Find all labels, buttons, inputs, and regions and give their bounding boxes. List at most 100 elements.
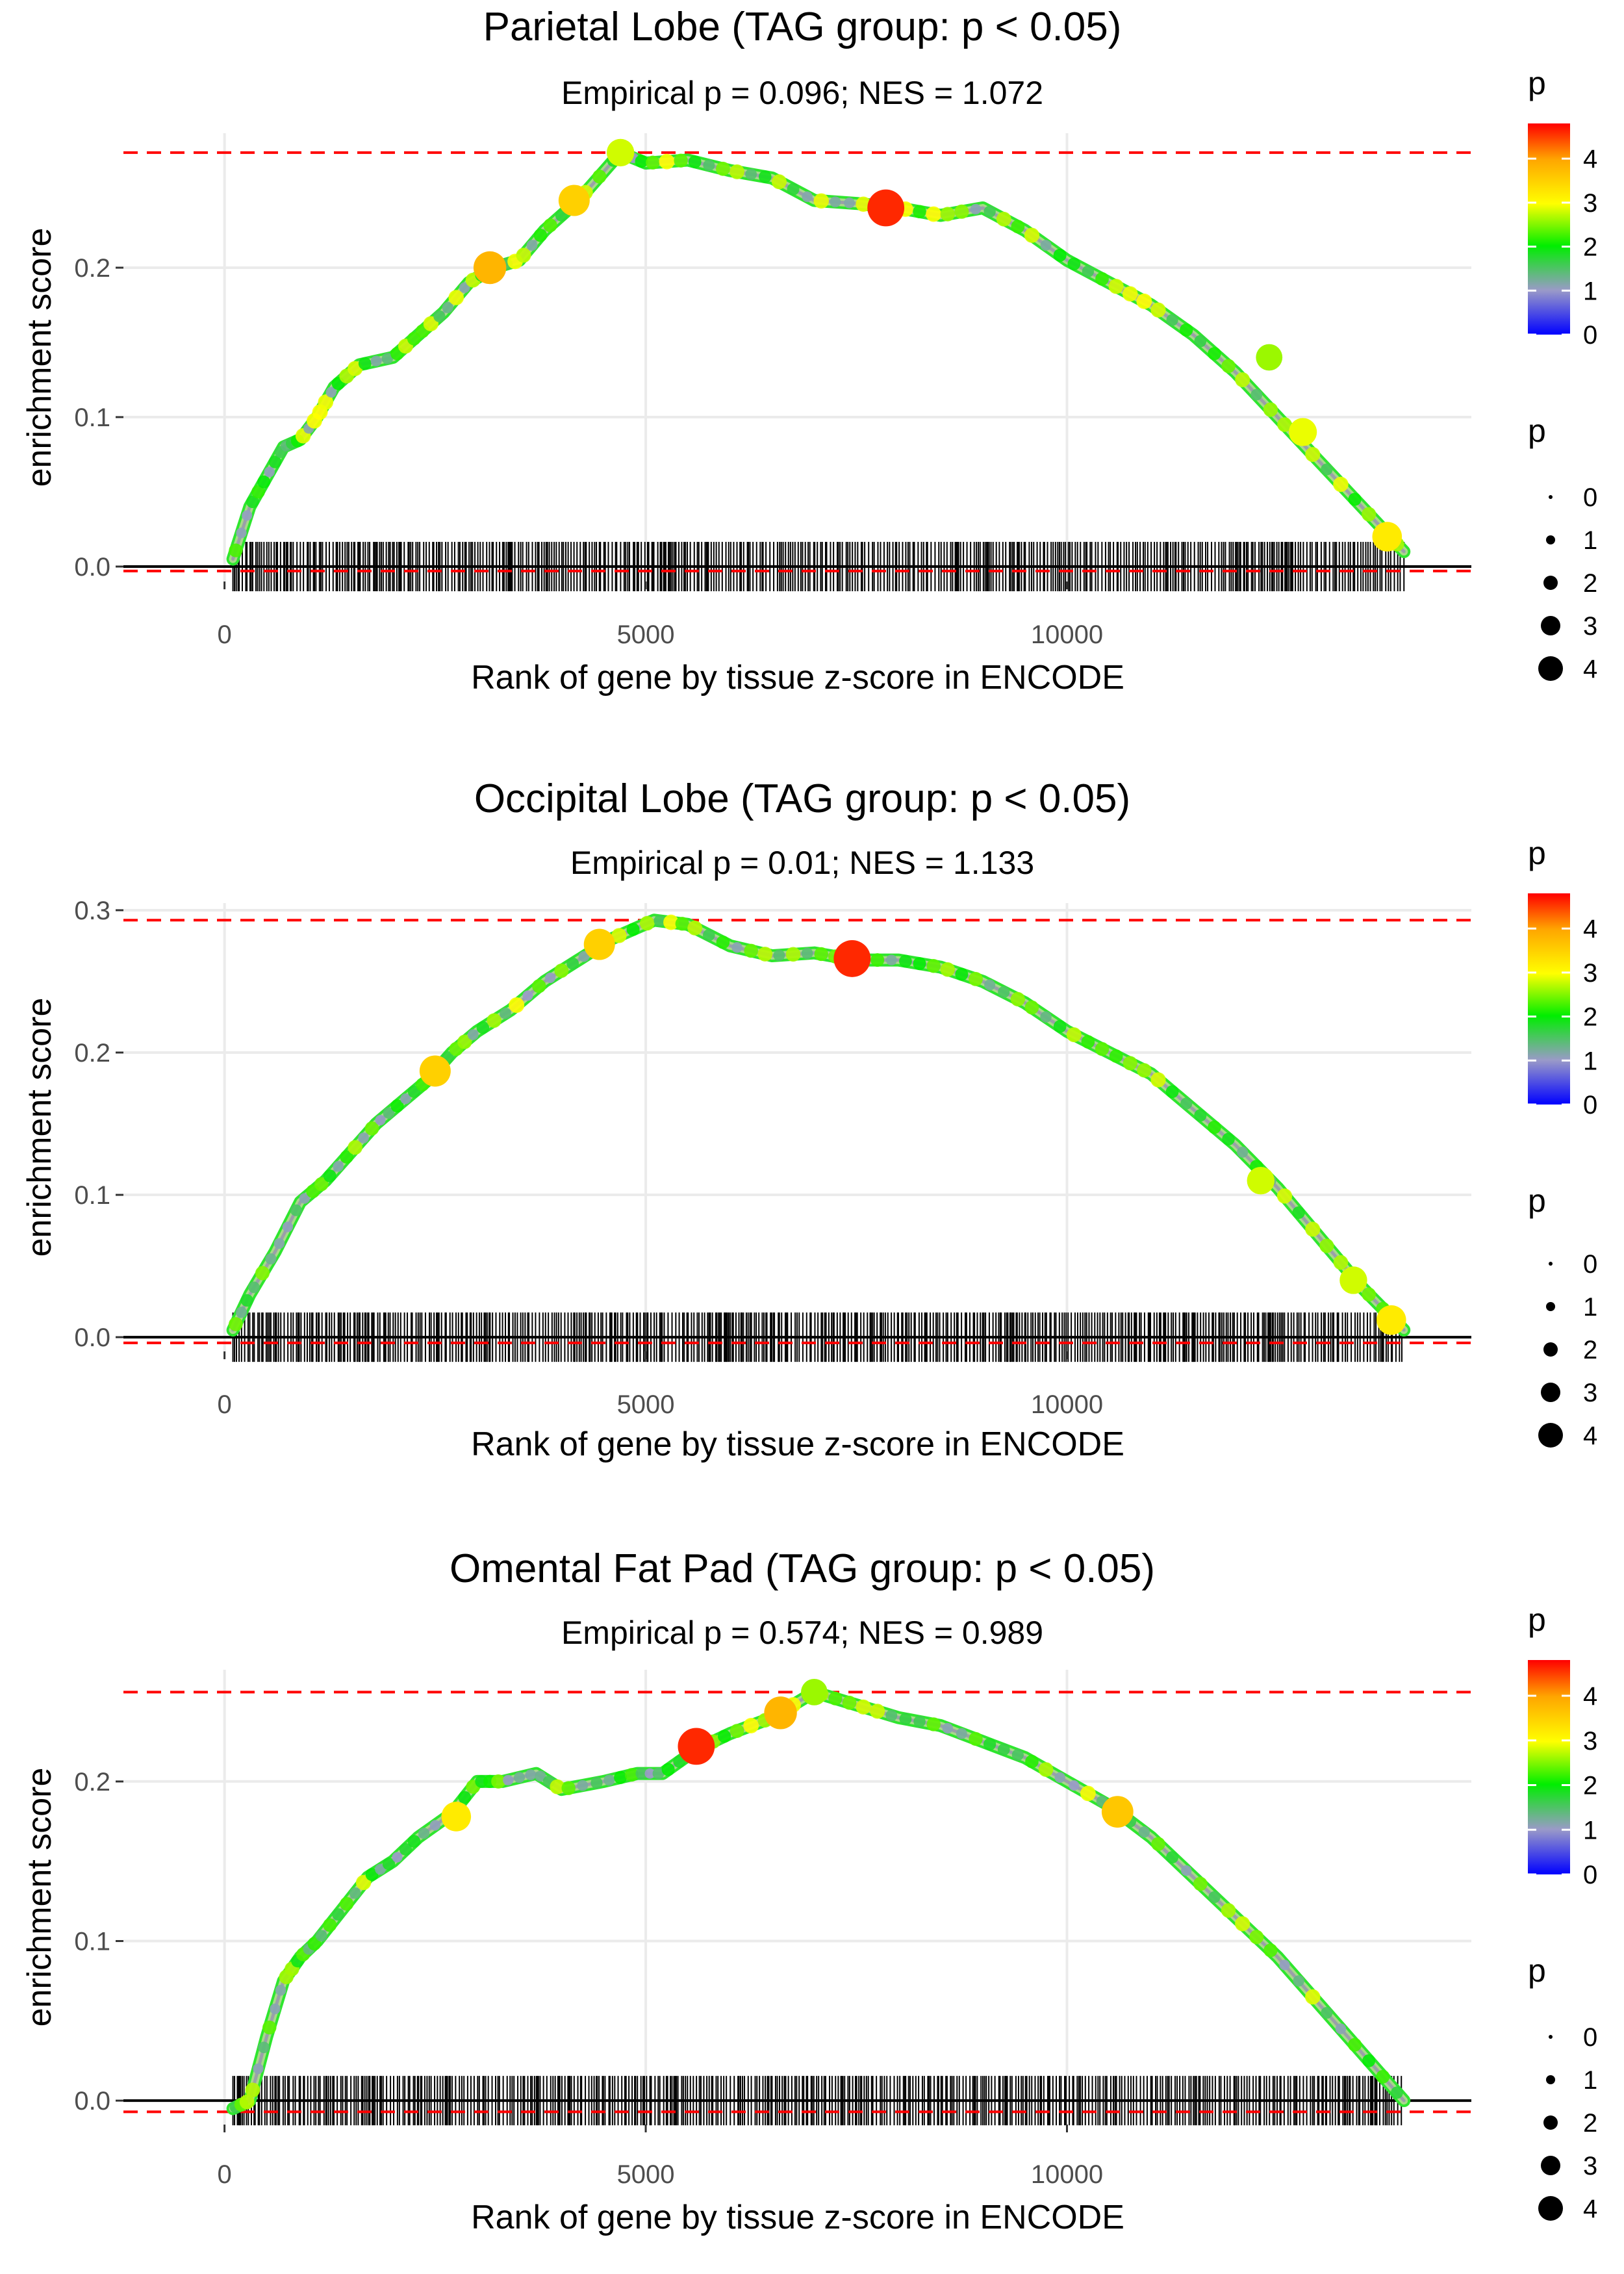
gene-point [856,1699,871,1715]
p-color-legend: p 4 3 2 1 0 [1528,1602,1597,1889]
highlight-point [833,940,871,977]
gene-point [1108,279,1124,294]
es-curve-mid [229,1688,1408,2113]
es-curve-halo [226,1685,1411,2115]
gene-point [458,1791,472,1804]
gene-point [1208,1120,1221,1134]
gene-point [703,159,715,172]
gene-point [1180,323,1193,337]
gene-point [1151,1837,1165,1851]
gene-point [248,1281,260,1294]
y-axis-label: enrichment score [21,228,58,487]
gene-point [787,183,800,196]
gene-point [626,923,640,936]
size-legend-dot [1549,1262,1553,1266]
gene-point [1208,347,1221,361]
gene-point [242,510,253,521]
color-legend-label: 2 [1583,233,1597,262]
gene-point [639,915,655,931]
y-tick-label: 0.3 [74,897,110,925]
gene-point [235,1307,247,1318]
gene-point [578,951,590,962]
y-tick-label: 0.2 [74,1039,110,1067]
x-axis-label: Rank of gene by tissue z-score in ENCODE [471,1425,1124,1463]
gene-point [653,915,666,927]
gene-point [1250,389,1263,401]
color-legend-label: 4 [1583,145,1597,173]
gene-point [1221,359,1236,374]
x-tick-label: 0 [218,620,232,649]
gene-point [759,170,772,183]
gene-point [383,1107,395,1119]
gene-point [399,1843,412,1856]
gene-point [773,949,785,962]
highlight-point [1247,1166,1275,1195]
gene-point [390,1099,404,1113]
size-legend-label: 2 [1583,569,1597,598]
gene-point [614,1770,628,1784]
gene-point [1138,1826,1150,1838]
highlight-points [441,1678,1134,1832]
gene-point [1053,248,1067,262]
size-legend-dot [1541,1383,1560,1402]
gene-point [358,357,372,370]
gene-point [467,1029,479,1041]
gene-point [273,1238,285,1249]
panel-subtitle: Empirical p = 0.096; NES = 1.072 [561,75,1043,111]
highlight-point [558,185,590,216]
gene-point [1166,1851,1179,1864]
gene-point [644,1768,655,1779]
gene-point [1235,372,1250,387]
size-legend-dot [1541,2156,1560,2175]
gene-point [270,2003,281,2015]
p-size-legend: p 0 1 2 3 4 [1528,1182,1597,1450]
gene-point [365,1868,379,1882]
size-legend-label: 4 [1583,1422,1597,1450]
gene-point [1194,335,1207,348]
gene-point [1333,476,1349,492]
gene-point [1193,1876,1208,1891]
gene-points [229,1687,1403,2114]
gene-point [566,957,579,970]
gene-point [801,947,813,960]
gene-point [1080,1785,1096,1802]
gene-point [970,203,982,215]
size-legend-dot [1543,2115,1558,2130]
gene-point [245,2082,260,2098]
highlight-point [473,251,507,285]
gene-point [1263,402,1278,417]
highlight-point [1101,1796,1134,1828]
panel-2: Occipital Lobe (TAG group: p < 0.05) Empi… [21,776,1597,1463]
gene-point [525,1769,537,1781]
gene-point [364,1121,379,1136]
gene-point [955,967,969,981]
gene-point [998,986,1010,998]
gene-point [299,1193,311,1204]
gene-point [1362,1287,1377,1302]
gene-point [246,495,259,509]
gene-point [1194,1109,1207,1122]
highlight-point [1376,1305,1406,1335]
gene-point [1319,1238,1334,1253]
size-legend-title: p [1528,1952,1546,1989]
gene-point [1235,1916,1250,1932]
highlight-point [1289,418,1317,446]
gene-point [663,914,679,930]
gene-point [899,954,912,968]
gene-point [1066,1027,1082,1043]
x-tick-label: 5000 [617,620,675,649]
gene-point [1208,1891,1221,1904]
gene-point [592,170,607,184]
gene-point [264,466,275,478]
x-tick-label: 10000 [1031,1390,1103,1419]
highlight-point [1372,522,1402,552]
gene-point [282,1221,294,1233]
gene-point [635,1767,648,1780]
gene-point [448,290,464,305]
gene-point [1136,293,1152,309]
gene-point [381,353,394,364]
gene-point [870,1704,885,1719]
color-legend-label: 2 [1583,1772,1597,1800]
gene-point [418,1828,430,1839]
gene-point [1348,2038,1362,2052]
